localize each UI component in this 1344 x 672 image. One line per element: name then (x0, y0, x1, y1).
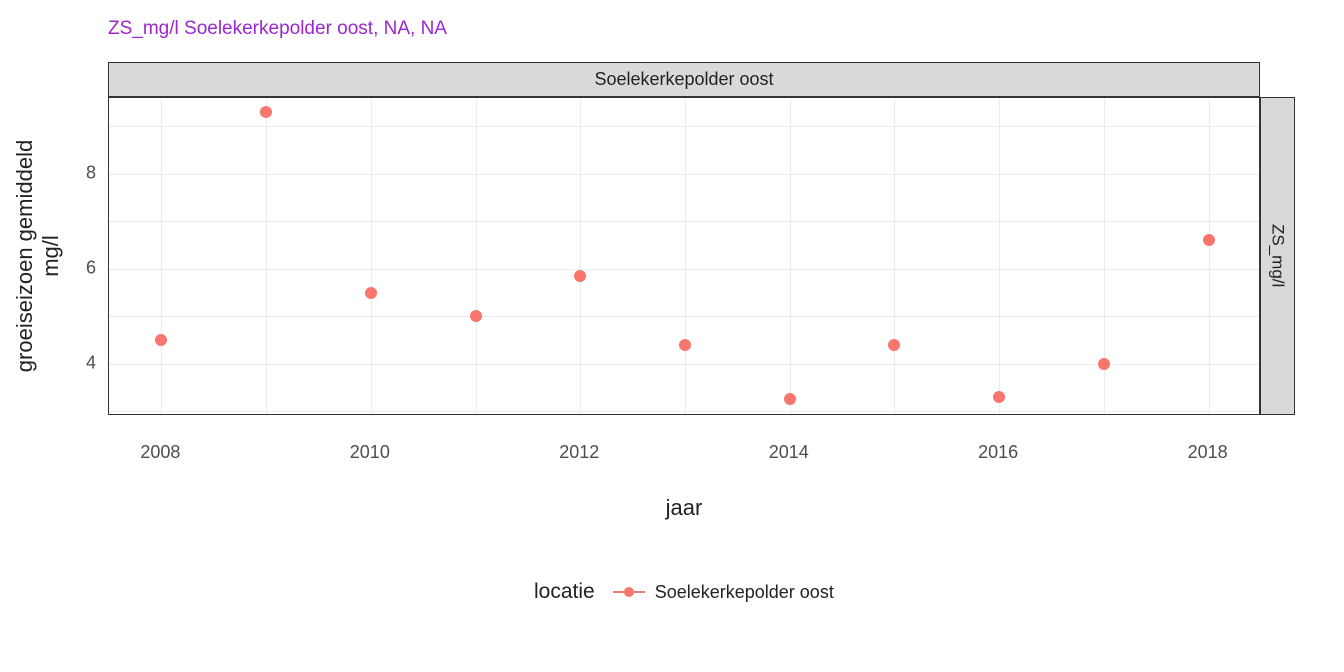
grid-line-v (790, 98, 791, 414)
legend: locatie Soelekerkepolder oost (534, 580, 834, 604)
grid-line-h (109, 411, 1259, 412)
grid-line-v (161, 98, 162, 414)
data-point (155, 334, 167, 346)
grid-line-v (580, 98, 581, 414)
data-point (1098, 358, 1110, 370)
grid-line-h (109, 126, 1259, 127)
grid-line-h (109, 364, 1259, 365)
grid-line-v (999, 98, 1000, 414)
y-tick-label: 4 (86, 352, 96, 373)
y-tick-label: 6 (86, 257, 96, 278)
data-point (365, 287, 377, 299)
data-point (470, 310, 482, 322)
legend-title: locatie (534, 580, 595, 604)
grid-line-h (109, 221, 1259, 222)
plot-panel (108, 97, 1260, 415)
legend-label: Soelekerkepolder oost (655, 582, 834, 603)
data-point (1203, 234, 1215, 246)
x-tick-label: 2014 (769, 442, 809, 463)
x-tick-label: 2012 (559, 442, 599, 463)
facet-right-label: ZS_mg/l (1268, 224, 1288, 287)
x-tick-label: 2010 (350, 442, 390, 463)
facet-strip-top: Soelekerkepolder oost (108, 62, 1260, 97)
data-point (993, 391, 1005, 403)
grid-line-v (476, 98, 477, 414)
data-point (679, 339, 691, 351)
y-axis-title: groeiseizoen gemiddeld mg/l (12, 140, 64, 372)
grid-line-h (109, 316, 1259, 317)
grid-line-v (371, 98, 372, 414)
chart-title: ZS_mg/l Soelekerkepolder oost, NA, NA (108, 18, 447, 40)
data-point (784, 393, 796, 405)
legend-swatch (613, 583, 645, 601)
grid-line-v (1209, 98, 1210, 414)
data-point (574, 270, 586, 282)
grid-line-h (109, 174, 1259, 175)
x-tick-label: 2008 (140, 442, 180, 463)
facet-strip-right: ZS_mg/l (1260, 97, 1295, 415)
x-tick-label: 2018 (1188, 442, 1228, 463)
grid-line-v (685, 98, 686, 414)
y-tick-label: 8 (86, 162, 96, 183)
x-tick-label: 2016 (978, 442, 1018, 463)
facet-top-label: Soelekerkepolder oost (594, 69, 773, 90)
x-axis-title: jaar (666, 495, 703, 521)
grid-line-v (266, 98, 267, 414)
grid-line-v (894, 98, 895, 414)
data-point (260, 106, 272, 118)
legend-item: Soelekerkepolder oost (613, 582, 834, 603)
data-point (888, 339, 900, 351)
grid-line-h (109, 269, 1259, 270)
